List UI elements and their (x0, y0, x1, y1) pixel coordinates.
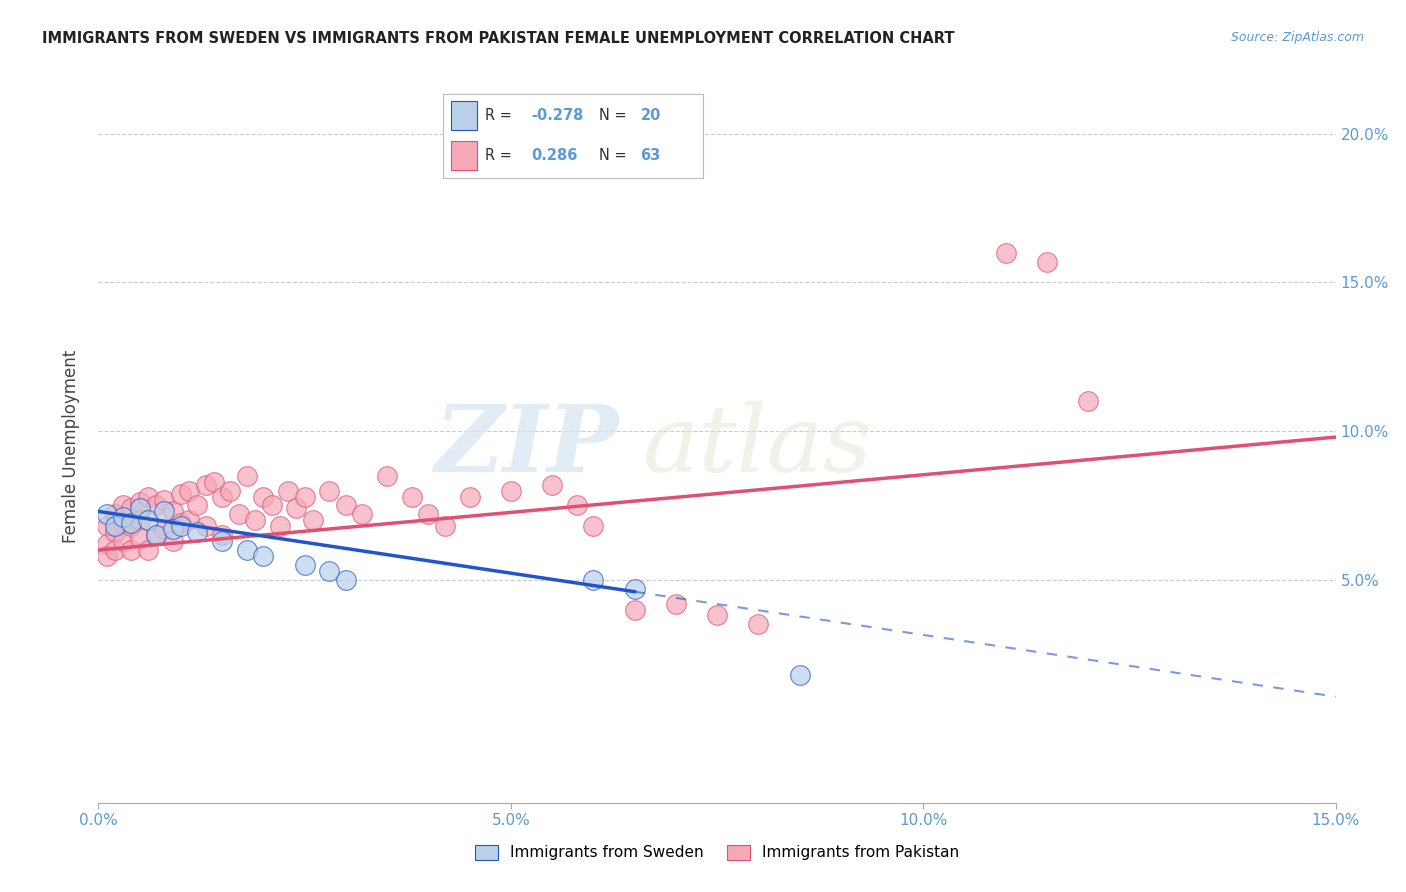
Point (153, 492, 176, 507)
Point (401, 490, 423, 504)
Point (236, 543, 259, 558)
Point (623, 582, 645, 596)
Text: ZIP: ZIP (434, 401, 619, 491)
Point (623, 602, 645, 616)
Point (112, 510, 135, 524)
Point (112, 534, 135, 549)
Point (96, 549, 118, 563)
Point (136, 543, 159, 558)
Point (136, 490, 159, 504)
Point (665, 597, 688, 611)
Point (1077, 394, 1099, 409)
Point (252, 549, 274, 563)
Text: N =: N = (599, 108, 631, 123)
Point (128, 513, 150, 527)
Point (335, 573, 357, 587)
Point (186, 499, 208, 513)
Point (565, 499, 588, 513)
Text: 0.286: 0.286 (531, 148, 578, 163)
Point (789, 668, 811, 682)
Point (994, 245, 1017, 260)
Point (120, 501, 142, 516)
Point (179, 513, 201, 527)
Point (202, 475, 225, 489)
Point (170, 486, 193, 500)
Point (211, 490, 233, 504)
Point (318, 483, 340, 498)
Point (104, 525, 127, 540)
Text: IMMIGRANTS FROM SWEDEN VS IMMIGRANTS FROM PAKISTAN FEMALE UNEMPLOYMENT CORRELATI: IMMIGRANTS FROM SWEDEN VS IMMIGRANTS FRO… (42, 31, 955, 46)
Point (747, 617, 769, 632)
Point (706, 608, 728, 623)
Point (128, 501, 150, 516)
Point (252, 490, 274, 504)
Point (194, 477, 217, 491)
Point (170, 516, 193, 531)
Point (260, 499, 283, 513)
Point (294, 490, 316, 504)
Point (104, 519, 127, 533)
Bar (451, 141, 477, 169)
Point (170, 519, 193, 533)
Point (269, 519, 291, 533)
Point (112, 516, 135, 531)
Point (294, 558, 316, 572)
Point (211, 534, 233, 549)
Point (211, 528, 233, 542)
Point (104, 508, 127, 522)
Point (153, 522, 176, 536)
Point (582, 519, 605, 533)
Text: R =: R = (485, 148, 516, 163)
Point (136, 513, 159, 527)
Point (236, 468, 259, 483)
Point (194, 519, 217, 533)
Point (120, 516, 142, 531)
Bar (451, 102, 477, 130)
Point (153, 504, 176, 518)
Point (335, 499, 357, 513)
Point (96, 519, 118, 533)
Point (162, 534, 184, 549)
Text: Source: ZipAtlas.com: Source: ZipAtlas.com (1230, 31, 1364, 45)
Text: -0.278: -0.278 (531, 108, 583, 123)
Point (128, 495, 150, 509)
Point (162, 522, 184, 536)
Point (104, 543, 127, 558)
Point (120, 519, 142, 533)
Text: R =: R = (485, 108, 516, 123)
Point (112, 499, 135, 513)
Point (1036, 254, 1059, 268)
Point (120, 543, 142, 558)
Point (219, 483, 242, 498)
Text: 63: 63 (641, 148, 661, 163)
Point (277, 483, 299, 498)
Legend: Immigrants from Sweden, Immigrants from Pakistan: Immigrants from Sweden, Immigrants from … (470, 838, 965, 866)
Point (162, 504, 184, 518)
Point (145, 528, 167, 542)
Point (243, 513, 266, 527)
Point (375, 468, 398, 483)
Point (285, 501, 308, 516)
Point (318, 564, 340, 578)
Text: atlas: atlas (643, 401, 872, 491)
Y-axis label: Female Unemployment: Female Unemployment (62, 350, 80, 542)
Point (499, 483, 522, 498)
Point (145, 499, 167, 513)
Text: 20: 20 (641, 108, 661, 123)
Point (186, 525, 208, 540)
Point (458, 490, 481, 504)
Point (228, 508, 250, 522)
Point (302, 513, 325, 527)
Point (96, 508, 118, 522)
Point (541, 477, 564, 491)
Point (433, 519, 456, 533)
Text: N =: N = (599, 148, 631, 163)
Point (179, 483, 201, 498)
Point (145, 528, 167, 542)
Point (352, 508, 374, 522)
Point (96, 537, 118, 551)
Point (128, 531, 150, 545)
Point (418, 508, 440, 522)
Point (582, 573, 605, 587)
